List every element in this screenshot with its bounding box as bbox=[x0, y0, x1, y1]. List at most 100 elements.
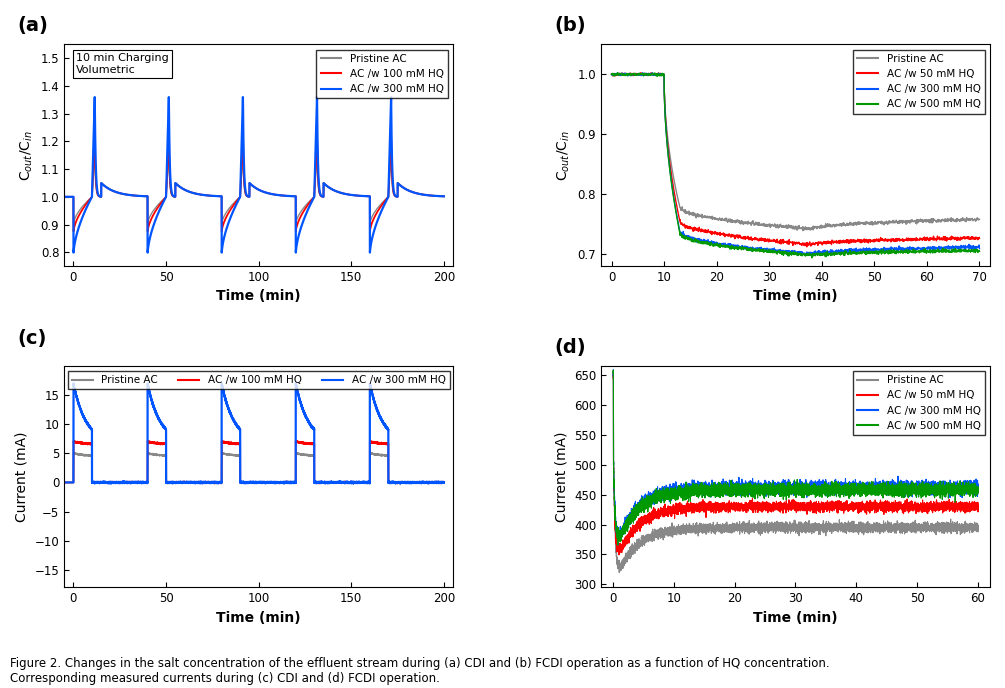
Legend: Pristine AC, AC /w 100 mM HQ, AC /w 300 mM HQ: Pristine AC, AC /w 100 mM HQ, AC /w 300 … bbox=[67, 371, 450, 389]
AC /w 300 mM HQ bbox=[763, 247, 775, 255]
AC /w 100 mM HQ bbox=[169, 193, 181, 201]
Line: Pristine AC: Pristine AC bbox=[64, 155, 444, 224]
AC /w 100 mM HQ bbox=[88, 131, 101, 140]
AC /w 300 mM HQ bbox=[96, 479, 109, 487]
AC /w 300 mM HQ bbox=[848, 483, 860, 491]
AC /w 500 mM HQ bbox=[751, 246, 763, 255]
Pristine AC bbox=[81, 451, 93, 459]
Pristine AC bbox=[219, 211, 231, 219]
AC /w 100 mM HQ bbox=[438, 478, 450, 486]
AC /w 50 mM HQ bbox=[613, 550, 625, 559]
Line: AC /w 300 mM HQ: AC /w 300 mM HQ bbox=[64, 383, 444, 484]
Pristine AC bbox=[820, 528, 832, 537]
AC /w 300 mM HQ bbox=[607, 371, 619, 379]
AC /w 500 mM HQ bbox=[704, 239, 716, 248]
Pristine AC bbox=[438, 479, 450, 487]
Line: Pristine AC: Pristine AC bbox=[64, 453, 444, 484]
AC /w 300 mM HQ bbox=[866, 246, 878, 255]
Legend: Pristine AC, AC /w 50 mM HQ, AC /w 300 mM HQ, AC /w 500 mM HQ: Pristine AC, AC /w 50 mM HQ, AC /w 300 m… bbox=[853, 50, 985, 114]
AC /w 100 mM HQ bbox=[438, 192, 450, 200]
Line: AC /w 300 mM HQ: AC /w 300 mM HQ bbox=[64, 97, 444, 252]
Text: (d): (d) bbox=[555, 338, 586, 356]
AC /w 500 mM HQ bbox=[904, 482, 917, 491]
AC /w 300 mM HQ bbox=[751, 244, 763, 252]
Text: Figure 2. Changes in the salt concentration of the effluent stream during (a) CD: Figure 2. Changes in the salt concentrat… bbox=[10, 656, 830, 685]
Line: AC /w 500 mM HQ: AC /w 500 mM HQ bbox=[611, 73, 980, 258]
Pristine AC bbox=[704, 213, 716, 221]
Line: AC /w 300 mM HQ: AC /w 300 mM HQ bbox=[613, 369, 978, 545]
AC /w 500 mM HQ bbox=[610, 71, 622, 79]
Line: AC /w 500 mM HQ: AC /w 500 mM HQ bbox=[613, 370, 978, 545]
AC /w 300 mM HQ bbox=[381, 424, 393, 432]
AC /w 50 mM HQ bbox=[607, 368, 619, 376]
AC /w 50 mM HQ bbox=[635, 69, 647, 77]
X-axis label: Time (min): Time (min) bbox=[216, 611, 300, 625]
AC /w 500 mM HQ bbox=[972, 484, 984, 492]
AC /w 50 mM HQ bbox=[605, 70, 617, 78]
AC /w 300 mM HQ bbox=[605, 70, 617, 78]
AC /w 300 mM HQ bbox=[904, 486, 917, 495]
Text: 10 min Charging
Volumetric: 10 min Charging Volumetric bbox=[75, 53, 169, 75]
Pristine AC bbox=[698, 213, 711, 222]
AC /w 500 mM HQ bbox=[612, 69, 624, 77]
AC /w 300 mM HQ bbox=[364, 248, 376, 257]
Pristine AC bbox=[88, 151, 101, 160]
AC /w 500 mM HQ bbox=[607, 369, 619, 377]
Pristine AC bbox=[153, 200, 165, 208]
AC /w 300 mM HQ bbox=[81, 420, 93, 428]
Y-axis label: C$_{out}$/C$_{in}$: C$_{out}$/C$_{in}$ bbox=[19, 130, 35, 181]
AC /w 100 mM HQ bbox=[364, 437, 376, 445]
AC /w 300 mM HQ bbox=[698, 238, 711, 246]
Text: (b): (b) bbox=[555, 16, 586, 35]
AC /w 50 mM HQ bbox=[751, 234, 763, 242]
AC /w 100 mM HQ bbox=[98, 182, 111, 191]
AC /w 100 mM HQ bbox=[58, 193, 70, 201]
AC /w 100 mM HQ bbox=[188, 189, 200, 197]
AC /w 300 mM HQ bbox=[972, 486, 984, 494]
AC /w 300 mM HQ bbox=[821, 488, 833, 496]
AC /w 300 mM HQ bbox=[58, 193, 70, 201]
AC /w 100 mM HQ bbox=[61, 478, 73, 486]
AC /w 50 mM HQ bbox=[801, 243, 813, 251]
AC /w 300 mM HQ bbox=[730, 484, 742, 492]
AC /w 50 mM HQ bbox=[610, 70, 622, 78]
AC /w 50 mM HQ bbox=[698, 228, 711, 236]
Pristine AC bbox=[607, 368, 619, 376]
AC /w 50 mM HQ bbox=[821, 506, 833, 515]
X-axis label: Time (min): Time (min) bbox=[753, 611, 838, 625]
AC /w 500 mM HQ bbox=[612, 541, 624, 549]
Pristine AC bbox=[58, 478, 70, 486]
AC /w 50 mM HQ bbox=[848, 502, 860, 510]
AC /w 300 mM HQ bbox=[799, 251, 811, 259]
AC /w 50 mM HQ bbox=[904, 504, 917, 513]
AC /w 50 mM HQ bbox=[704, 228, 716, 237]
Legend: Pristine AC, AC /w 50 mM HQ, AC /w 300 mM HQ, AC /w 500 mM HQ: Pristine AC, AC /w 50 mM HQ, AC /w 300 m… bbox=[853, 371, 985, 435]
Pristine AC bbox=[730, 522, 742, 530]
AC /w 500 mM HQ bbox=[730, 484, 742, 492]
AC /w 100 mM HQ bbox=[96, 478, 109, 486]
AC /w 50 mM HQ bbox=[974, 234, 986, 242]
Pristine AC bbox=[163, 480, 175, 488]
AC /w 300 mM HQ bbox=[314, 184, 326, 193]
Pristine AC bbox=[188, 189, 200, 197]
AC /w 100 mM HQ bbox=[103, 479, 115, 487]
AC /w 300 mM HQ bbox=[169, 193, 181, 201]
Pristine AC bbox=[364, 219, 376, 228]
Pristine AC bbox=[974, 215, 986, 224]
Line: AC /w 50 mM HQ: AC /w 50 mM HQ bbox=[611, 73, 980, 247]
Pristine AC bbox=[169, 193, 181, 201]
AC /w 500 mM HQ bbox=[605, 69, 617, 78]
Text: (c): (c) bbox=[17, 329, 47, 347]
AC /w 300 mM HQ bbox=[974, 244, 986, 252]
AC /w 300 mM HQ bbox=[153, 206, 165, 215]
AC /w 500 mM HQ bbox=[866, 247, 878, 255]
AC /w 500 mM HQ bbox=[758, 484, 770, 493]
X-axis label: Time (min): Time (min) bbox=[753, 290, 838, 303]
AC /w 500 mM HQ bbox=[607, 366, 619, 374]
AC /w 300 mM HQ bbox=[103, 479, 115, 487]
AC /w 50 mM HQ bbox=[763, 237, 775, 245]
AC /w 100 mM HQ bbox=[381, 439, 393, 447]
AC /w 300 mM HQ bbox=[607, 365, 619, 374]
AC /w 300 mM HQ bbox=[58, 478, 70, 486]
AC /w 500 mM HQ bbox=[974, 247, 986, 255]
